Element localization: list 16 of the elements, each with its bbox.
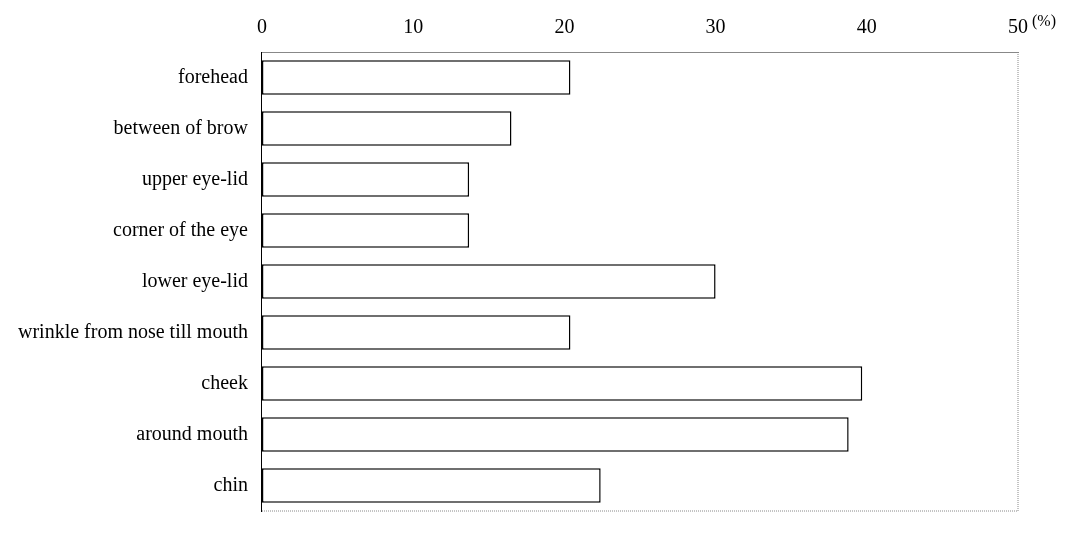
- x-axis-title: (%): [1032, 12, 1056, 31]
- y-tick-label: around mouth: [136, 421, 248, 444]
- x-tick-label: 30: [705, 15, 726, 38]
- y-tick-label: chin: [213, 472, 248, 495]
- x-tick-label: 20: [554, 15, 575, 38]
- y-tick-label: upper eye-lid: [141, 166, 248, 190]
- y-tick-label: between of brow: [113, 115, 249, 138]
- x-tick-label: 10: [403, 15, 424, 38]
- y-tick-label: lower eye-lid: [141, 268, 248, 292]
- y-tick-label: corner of the eye: [113, 217, 249, 241]
- y-tick-label: wrinkle from nose till mouth: [17, 319, 248, 342]
- x-tick-label: 40: [856, 15, 877, 38]
- y-tick-label: forehead: [178, 64, 248, 87]
- x-tick-label: 50: [1008, 15, 1028, 38]
- y-tick-label: cheek: [201, 370, 248, 393]
- x-tick-label: 0: [256, 15, 267, 38]
